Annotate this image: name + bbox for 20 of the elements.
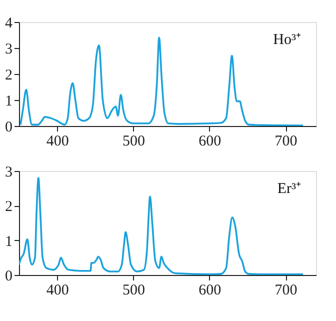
y-tick-label: 0 bbox=[5, 268, 12, 284]
y-tick-label: 2 bbox=[5, 199, 12, 216]
y-tick-label: 3 bbox=[5, 42, 12, 58]
y-tick-label: 4 bbox=[5, 16, 13, 32]
annotation: Er³⁺ bbox=[277, 181, 301, 197]
x-tick-label: 700 bbox=[274, 134, 298, 150]
x-tick-label: 400 bbox=[46, 134, 69, 150]
x-tick-label: 700 bbox=[274, 282, 298, 298]
x-tick-label: 400 bbox=[46, 282, 69, 298]
y-tick-label: 2 bbox=[5, 68, 12, 84]
y-tick-label: 0 bbox=[5, 120, 12, 136]
x-tick-label: 500 bbox=[122, 134, 145, 150]
y-tick-label: 1 bbox=[5, 234, 12, 250]
line-series bbox=[19, 177, 304, 275]
y-tick-label: 1 bbox=[5, 94, 12, 110]
y-tick-label: 3 bbox=[5, 164, 12, 180]
annotation: Ho³⁺ bbox=[273, 32, 301, 48]
x-tick-label: 600 bbox=[198, 134, 222, 150]
x-tick-label: 600 bbox=[198, 282, 222, 298]
x-tick-label: 500 bbox=[122, 282, 145, 298]
